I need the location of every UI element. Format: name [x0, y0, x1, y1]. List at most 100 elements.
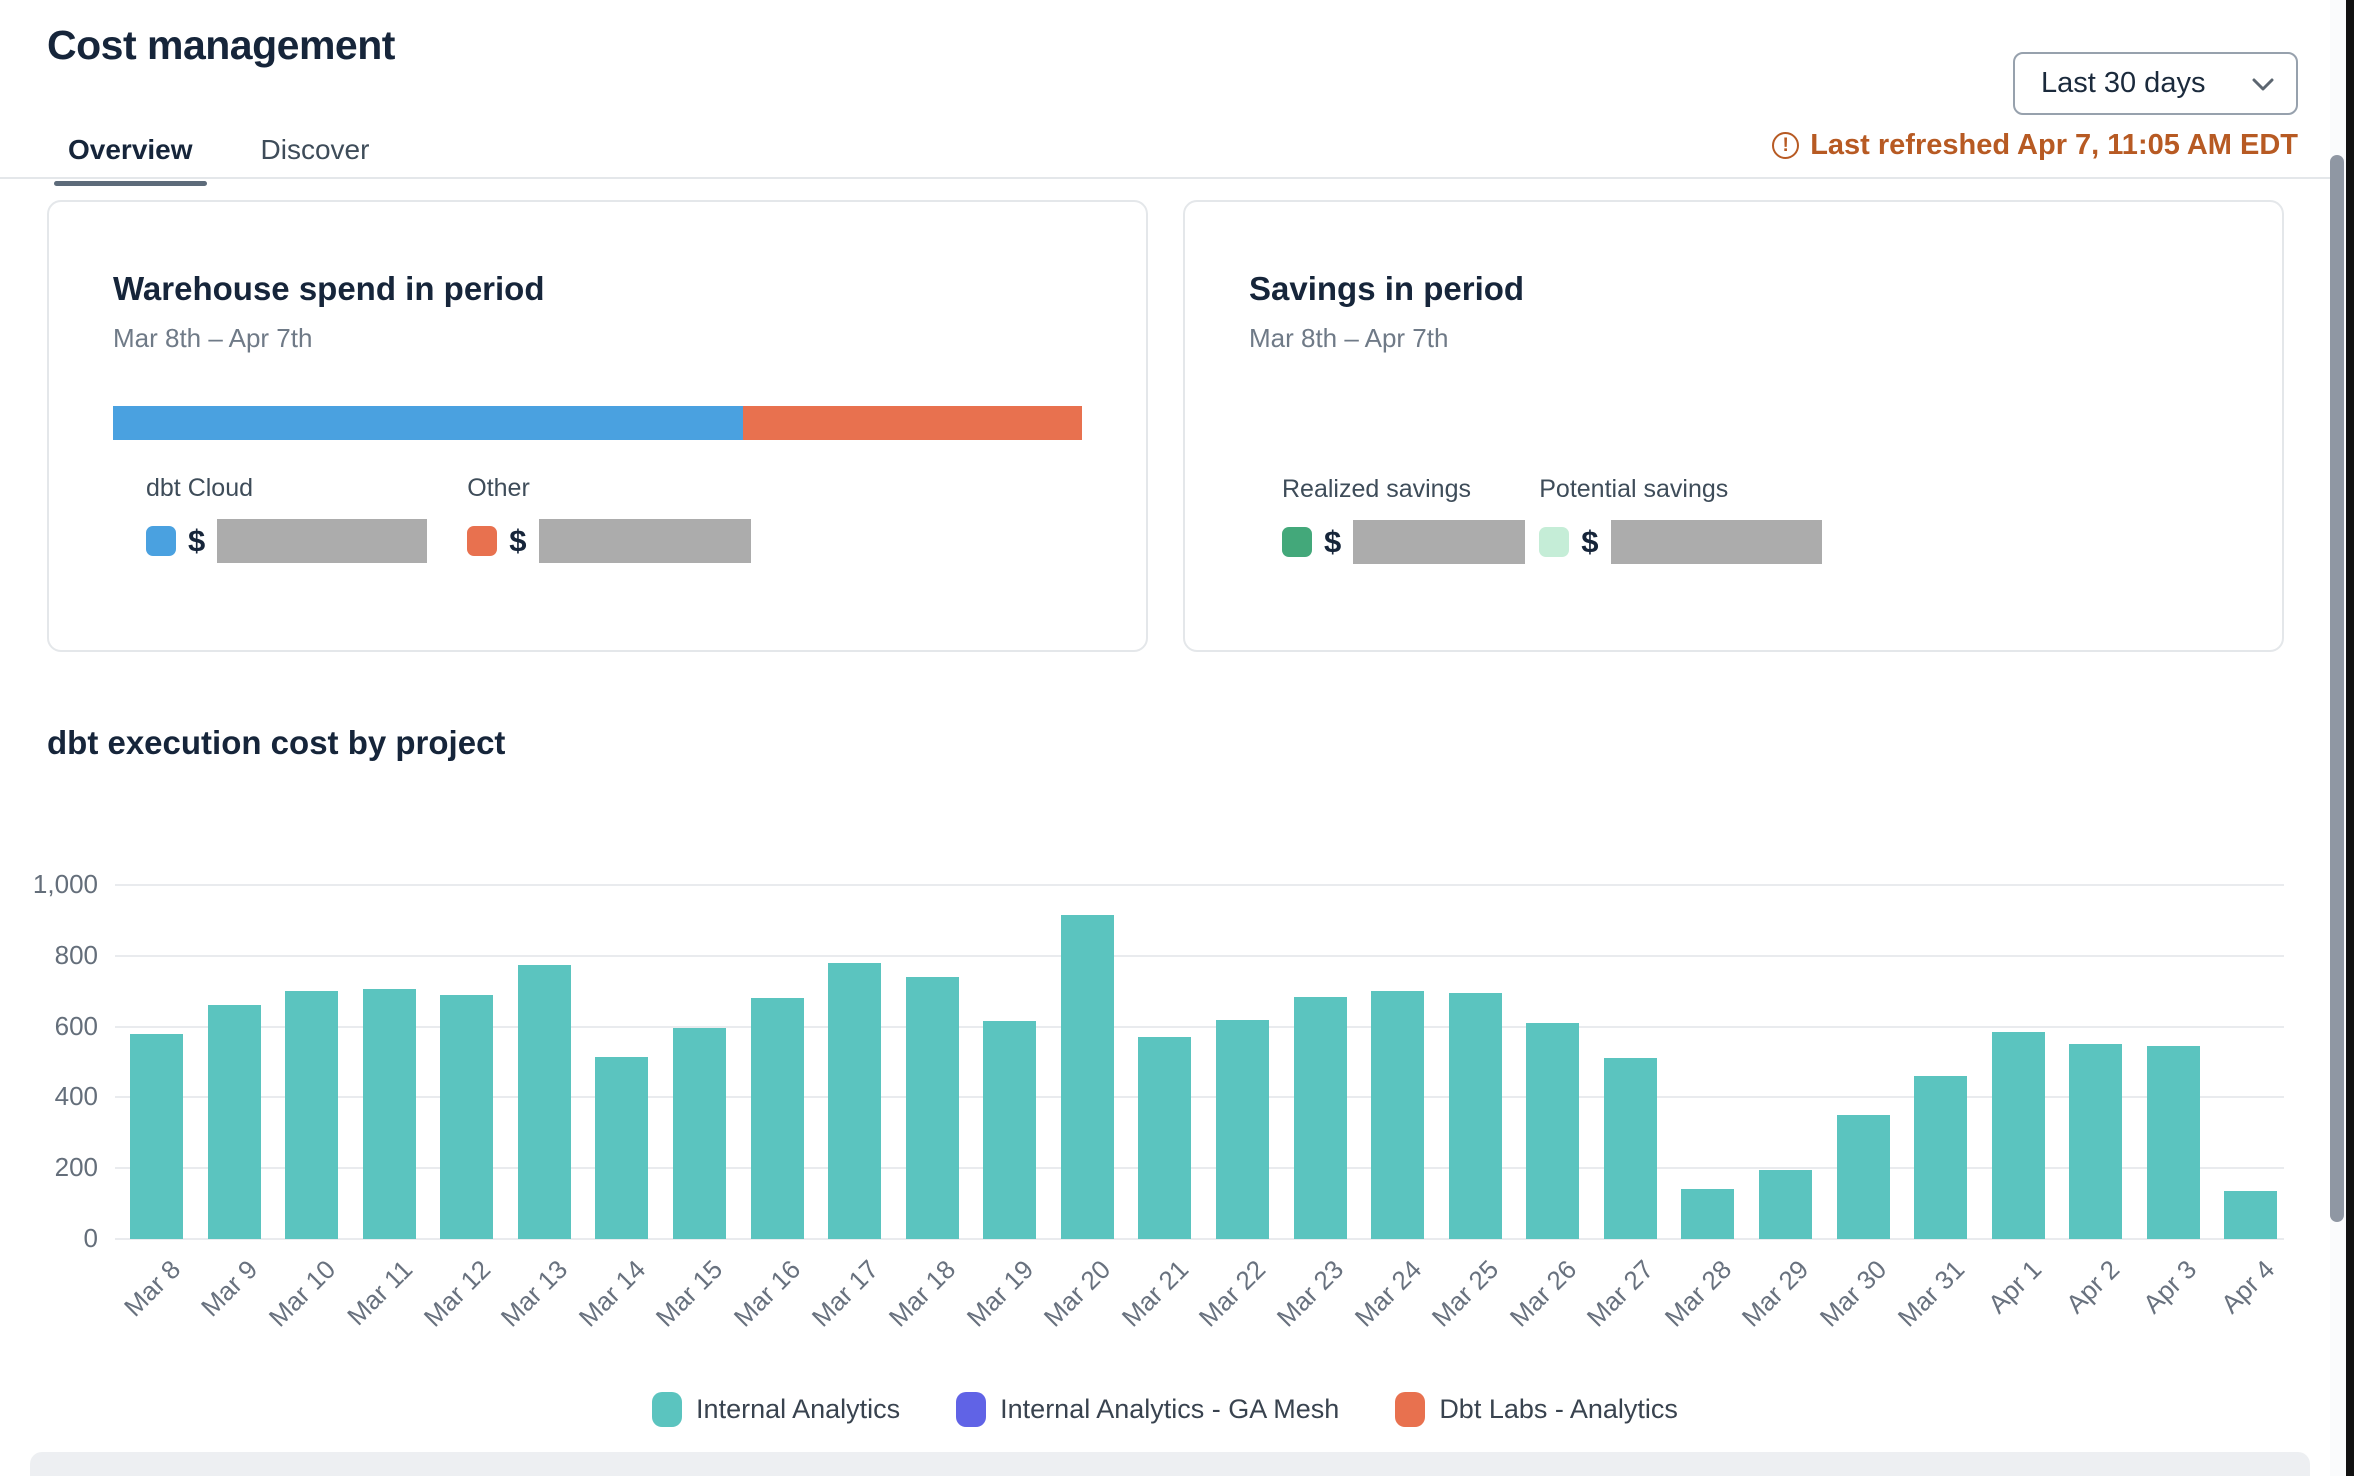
- gridline-600: [115, 1025, 2284, 1028]
- bar-mar-14[interactable]: [595, 1056, 649, 1239]
- bar-mar-24[interactable]: [1371, 991, 1425, 1239]
- x-tick-label: Mar 11: [341, 1254, 419, 1332]
- x-tick-label: Mar 23: [1270, 1254, 1350, 1333]
- x-tick-label: Mar 29: [1736, 1254, 1815, 1333]
- bar-apr-4[interactable]: [2224, 1191, 2278, 1239]
- chevron-down-icon: [2252, 67, 2274, 100]
- x-tick-label: Mar 31: [1891, 1254, 1970, 1333]
- gridline-200: [115, 1167, 2284, 1170]
- warehouse-spend-card: Warehouse spend in period Mar 8th – Apr …: [47, 200, 1148, 652]
- legend-item-internal-analytics[interactable]: Internal Analytics: [652, 1392, 900, 1427]
- y-tick-label: 400: [54, 1081, 98, 1112]
- spend-segment-other: [742, 406, 1082, 440]
- vertical-scrollbar-thumb[interactable]: [2330, 155, 2344, 1222]
- y-tick-label: 800: [54, 939, 98, 970]
- warehouse-card-date-range: Mar 8th – Apr 7th: [113, 323, 313, 353]
- bar-apr-1[interactable]: [1991, 1031, 2045, 1239]
- y-tick-label: 200: [54, 1152, 98, 1183]
- x-tick-label: Mar 19: [960, 1254, 1039, 1333]
- x-tick-label: Mar 24: [1348, 1254, 1427, 1333]
- execution-cost-bar-chart: 0 200 400 600 800 1,000: [33, 869, 2284, 1253]
- last-refreshed-text: Last refreshed Apr 7, 11:05 AM EDT: [1810, 129, 2298, 161]
- color-swatch: [146, 526, 176, 556]
- x-tick-label: Mar 27: [1581, 1254, 1660, 1333]
- color-swatch: [1282, 527, 1312, 557]
- x-tick-label: Mar 13: [495, 1254, 574, 1333]
- gridline-400: [115, 1096, 2284, 1099]
- page-title: Cost management: [47, 22, 395, 68]
- bar-mar-31[interactable]: [1914, 1076, 1968, 1239]
- savings-legend: Realized savings $ Potential savings $: [1282, 475, 2218, 564]
- x-tick-label: Mar 9: [195, 1254, 264, 1323]
- tab-discover[interactable]: Discover: [260, 134, 370, 165]
- color-swatch: [467, 526, 498, 556]
- bar-mar-18[interactable]: [905, 977, 959, 1239]
- bar-mar-9[interactable]: [207, 1005, 261, 1239]
- bar-mar-22[interactable]: [1215, 1019, 1269, 1239]
- bar-apr-2[interactable]: [2069, 1044, 2123, 1239]
- savings-entry-potential-savings: Potential savings $: [1539, 475, 1822, 564]
- bar-mar-21[interactable]: [1138, 1037, 1192, 1239]
- x-tick-label: Mar 17: [805, 1254, 884, 1333]
- x-tick-label: Mar 16: [727, 1254, 807, 1333]
- savings-entry-value: $: [1282, 520, 1526, 564]
- x-tick-label: Mar 21: [1115, 1254, 1195, 1333]
- savings-entry-realized-savings: Realized savings $: [1282, 475, 1526, 564]
- bar-mar-30[interactable]: [1836, 1115, 1890, 1239]
- bar-mar-29[interactable]: [1758, 1169, 1812, 1239]
- savings-entry-label: Realized savings: [1282, 475, 1471, 503]
- bar-mar-10[interactable]: [285, 991, 339, 1239]
- bar-mar-15[interactable]: [672, 1028, 726, 1239]
- x-tick-label: Mar 12: [417, 1254, 496, 1333]
- bar-mar-25[interactable]: [1448, 992, 1502, 1239]
- x-tick-label: Mar 30: [1813, 1254, 1893, 1333]
- legend-swatch: [956, 1392, 987, 1427]
- warehouse-spend-stacked-bar: [113, 406, 1082, 440]
- y-tick-label: 1,000: [32, 869, 98, 899]
- gridline-0: [115, 1238, 2284, 1240]
- x-tick-label: Mar 28: [1658, 1254, 1738, 1333]
- chart-legend: Internal Analytics Internal Analytics - G…: [0, 1392, 2330, 1427]
- redacted-value: [217, 519, 428, 563]
- warehouse-spend-legend: dbt Cloud $ Other $: [146, 474, 1082, 563]
- savings-card-date-range: Mar 8th – Apr 7th: [1249, 323, 1449, 353]
- warehouse-entry-value: $: [146, 519, 428, 563]
- warehouse-entry-label: dbt Cloud: [146, 474, 254, 502]
- currency-symbol: $: [1324, 524, 1342, 559]
- legend-item-dbt-labs-analytics[interactable]: Dbt Labs - Analytics: [1395, 1392, 1678, 1427]
- date-range-dropdown[interactable]: Last 30 days: [2013, 52, 2298, 115]
- bar-apr-3[interactable]: [2146, 1046, 2200, 1239]
- window-edge: [2346, 0, 2354, 1476]
- savings-card-title: Savings in period: [1249, 270, 1525, 307]
- legend-swatch: [1395, 1392, 1426, 1427]
- bar-mar-20[interactable]: [1060, 915, 1114, 1239]
- x-tick-label: Mar 8: [117, 1254, 186, 1323]
- savings-card: Savings in period Mar 8th – Apr 7th Real…: [1183, 200, 2284, 652]
- x-tick-label: Apr 4: [2214, 1254, 2281, 1320]
- bar-mar-23[interactable]: [1293, 996, 1347, 1239]
- bar-mar-27[interactable]: [1603, 1058, 1657, 1239]
- bar-mar-17[interactable]: [828, 962, 882, 1239]
- spend-segment-dbt-cloud: [113, 406, 743, 440]
- x-tick-label: Mar 22: [1193, 1254, 1272, 1333]
- bar-mar-8[interactable]: [130, 1033, 183, 1239]
- bar-mar-16[interactable]: [750, 998, 804, 1239]
- warehouse-entry-label: Other: [467, 474, 530, 502]
- x-tick-label: Apr 1: [1982, 1254, 2048, 1320]
- warehouse-entry-other: Other $: [467, 474, 751, 563]
- currency-symbol: $: [1581, 524, 1599, 559]
- bar-mar-13[interactable]: [517, 964, 571, 1239]
- warehouse-entry-dbt-cloud: dbt Cloud $: [146, 474, 428, 563]
- bar-mar-28[interactable]: [1681, 1189, 1735, 1239]
- bar-mar-11[interactable]: [362, 989, 416, 1239]
- bar-mar-26[interactable]: [1526, 1023, 1580, 1239]
- legend-item-internal-analytics-ga-mesh[interactable]: Internal Analytics - GA Mesh: [956, 1392, 1339, 1427]
- bar-mar-19[interactable]: [983, 1021, 1037, 1239]
- legend-swatch: [652, 1392, 683, 1427]
- x-tick-label: Mar 14: [572, 1254, 652, 1333]
- tab-overview[interactable]: Overview: [54, 128, 207, 186]
- bar-mar-12[interactable]: [440, 994, 494, 1239]
- legend-label: Internal Analytics: [696, 1394, 901, 1424]
- savings-entry-label: Potential savings: [1539, 475, 1729, 503]
